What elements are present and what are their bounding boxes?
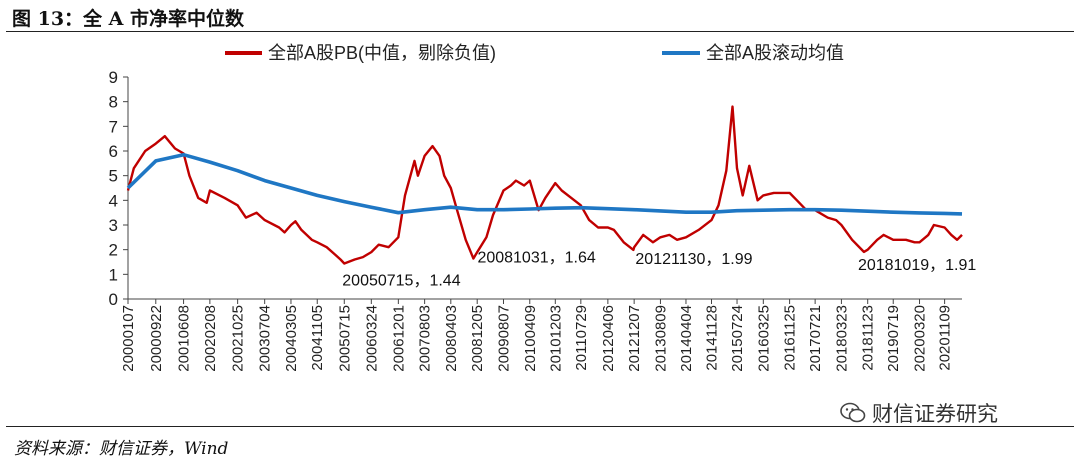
x-tick-label: 20121207 <box>626 305 643 372</box>
x-tick-label: 20040305 <box>283 305 300 372</box>
x-tick-label: 20081205 <box>469 305 486 372</box>
x-tick-label: 20200320 <box>912 305 929 372</box>
y-tick-label: 8 <box>109 93 118 112</box>
y-tick-label: 6 <box>109 142 118 161</box>
pb-median-series-line <box>126 105 963 265</box>
y-tick-label: 4 <box>109 191 118 210</box>
annotation-label: 20181019，1.91 <box>858 257 976 274</box>
annotation-label: 20050715，1.44 <box>342 272 460 289</box>
chart-legend: 全部A股PB(中值，剔除负值) 全部A股滚动均值 <box>225 43 844 63</box>
x-tick-label: 20030704 <box>257 305 274 372</box>
x-tick-label: 20201109 <box>937 305 954 371</box>
y-tick-label: 2 <box>109 241 118 260</box>
x-tick-label: 20140404 <box>678 305 695 372</box>
x-tick-label: 20150724 <box>729 305 746 372</box>
rolling-mean-series-line <box>126 152 963 216</box>
y-tick-label: 1 <box>109 265 118 284</box>
x-tick-label: 20060324 <box>363 305 380 372</box>
x-tick-label: 20000107 <box>120 305 137 372</box>
bottom-rule <box>6 426 1074 427</box>
watermark: 财信证券研究 <box>840 398 998 428</box>
chart-axes: 0 1 2 3 4 5 6 7 8 9 20000107 20000922 20010608 200202… <box>109 68 962 372</box>
x-tick-label: 20180323 <box>833 305 850 372</box>
x-tick-label: 20130809 <box>652 305 669 372</box>
y-tick-label: 5 <box>109 167 118 186</box>
legend-label-ma: 全部A股滚动均值 <box>706 43 844 63</box>
x-tick-label: 20100409 <box>522 305 539 372</box>
legend-label-pb: 全部A股PB(中值，剔除负值) <box>268 43 496 63</box>
x-tick-label: 20120406 <box>600 305 617 372</box>
x-tick-label: 20041105 <box>309 305 326 371</box>
x-tick-label: 20050715 <box>336 305 353 372</box>
x-tick-label: 20021025 <box>230 305 247 372</box>
x-tick-label: 20141128 <box>703 305 720 371</box>
x-tick-label: 20170721 <box>807 305 824 372</box>
x-tick-label: 20160325 <box>755 305 772 372</box>
y-tick-label: 9 <box>109 68 118 87</box>
chart-plot-area <box>126 105 963 265</box>
chart-annotations: 20050715，1.44 20081031，1.64 20121130，1.99 2… <box>342 250 976 290</box>
x-tick-label: 20000922 <box>148 305 165 372</box>
annotation-label: 20081031，1.64 <box>477 250 595 267</box>
watermark-text: 财信证券研究 <box>872 402 998 426</box>
y-tick-label: 3 <box>109 216 118 235</box>
x-tick-label: 20090807 <box>495 305 512 372</box>
y-tick-label: 0 <box>109 290 118 309</box>
y-tick-label: 7 <box>109 117 118 136</box>
annotation-label: 20121130，1.99 <box>635 251 752 268</box>
source-note: 资料来源：财信证券，Wind <box>14 439 229 459</box>
x-tick-label: 20061201 <box>390 305 407 372</box>
x-tick-label: 20181123 <box>860 305 877 371</box>
x-tick-label: 20020208 <box>202 305 219 372</box>
x-tick-label: 20161125 <box>782 305 799 371</box>
x-tick-label: 20080403 <box>443 305 460 372</box>
x-tick-label: 20070803 <box>417 305 434 372</box>
top-rule <box>6 31 1074 32</box>
figure-title: 图 13：全 A 市净率中位数 <box>12 8 245 30</box>
x-tick-label: 20101203 <box>547 305 564 372</box>
x-tick-label: 20190719 <box>885 305 902 372</box>
x-tick-label: 20110729 <box>573 305 590 371</box>
wechat-icon <box>840 402 866 423</box>
x-tick-label: 20010608 <box>176 305 193 372</box>
